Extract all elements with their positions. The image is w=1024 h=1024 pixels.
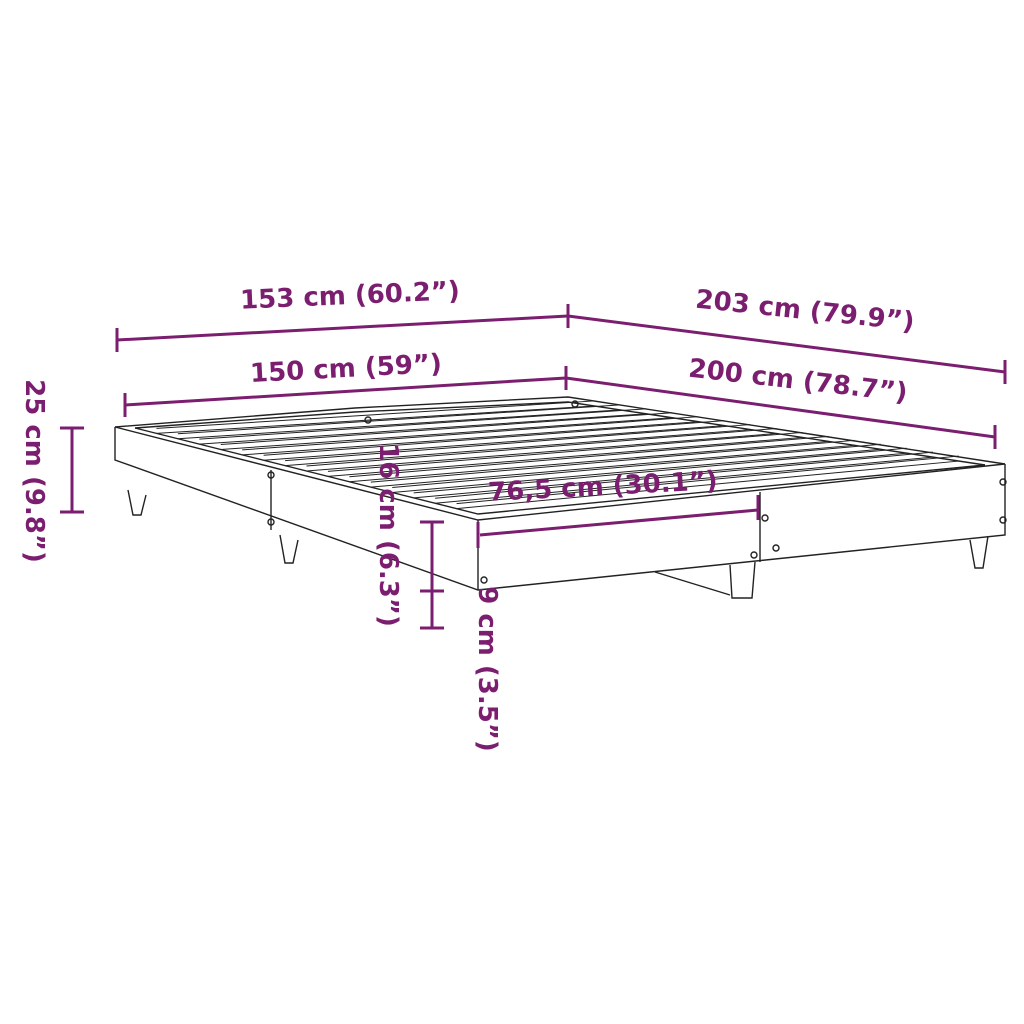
slat-edge [392,448,881,493]
half-width-line [476,495,760,548]
slat-edge [263,425,725,461]
slat-edge [370,439,855,483]
leg-clearance-label: 9 cm (3.5”) [471,586,502,752]
slat-edge [435,451,933,499]
slat-edge [306,433,777,472]
slat-edge [306,428,777,467]
slat-edge [285,429,751,467]
bed-frame [114,396,1007,599]
slat-edge [156,405,595,434]
inner-length-line [565,376,997,449]
slat-edge [242,421,699,456]
slat-edge [199,408,647,440]
slat-edge [220,412,673,445]
outer-length-line [567,314,1007,384]
slat-edge [413,452,907,499]
total-height-label: 25 cm (9.8”) [18,379,49,563]
slat-edge [285,424,751,462]
slat-edge [177,404,621,435]
slat-edge [435,456,933,504]
slat-edge [349,435,829,478]
frame-height-line [420,520,444,630]
slat-edge [156,400,595,429]
dimension-lines [60,304,1007,630]
bed-slats [156,400,959,510]
slat-edge [220,417,673,450]
slat-edge [456,455,959,505]
slat-edge [413,447,907,494]
slat-edge [370,444,855,488]
slat-edge [327,431,803,472]
slat-edge [242,416,699,451]
slat-edge [263,420,725,456]
slat-edge [349,440,829,483]
slat-edge [392,443,881,488]
total-height-line [60,426,84,514]
frame-height-label: 16 cm (6.3”) [372,443,403,627]
slat-edge [199,413,647,445]
slat-edge [327,436,803,477]
slat-edge [456,460,959,510]
slat-edge [177,409,621,440]
